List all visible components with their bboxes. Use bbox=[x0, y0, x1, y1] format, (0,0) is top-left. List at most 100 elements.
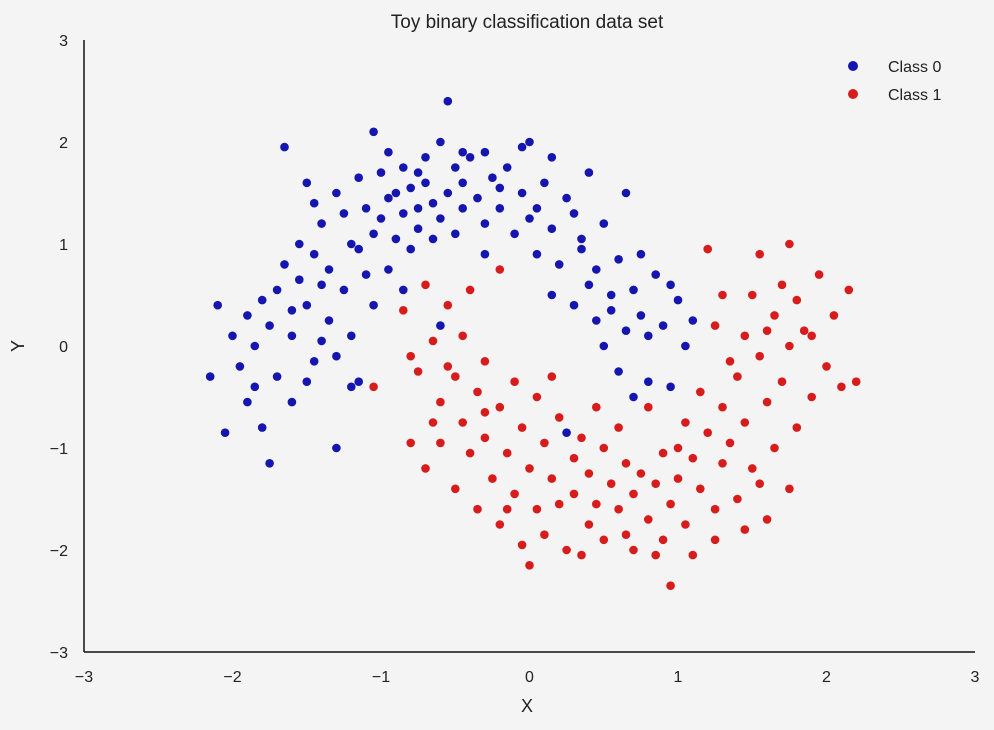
data-point bbox=[525, 464, 534, 473]
x-tick-label: 2 bbox=[822, 669, 831, 686]
data-point bbox=[629, 285, 638, 295]
data-point bbox=[696, 484, 705, 494]
data-point bbox=[592, 499, 601, 509]
data-point bbox=[235, 362, 245, 371]
data-point bbox=[718, 402, 727, 412]
data-point bbox=[621, 188, 631, 198]
data-point bbox=[287, 306, 297, 315]
data-point bbox=[829, 311, 839, 320]
data-point bbox=[770, 443, 779, 453]
data-point bbox=[250, 382, 260, 392]
y-tick-label: −2 bbox=[50, 543, 68, 560]
legend: Class 0 Class 1 bbox=[848, 59, 941, 104]
data-point bbox=[837, 382, 846, 392]
data-point bbox=[577, 244, 586, 254]
data-point bbox=[287, 397, 297, 407]
data-point bbox=[250, 341, 260, 351]
data-point bbox=[733, 372, 742, 381]
data-point bbox=[480, 408, 490, 417]
data-point bbox=[725, 438, 735, 448]
data-point bbox=[436, 214, 445, 223]
data-point bbox=[644, 402, 653, 412]
data-point bbox=[317, 219, 326, 228]
legend-label-class-1: Class 1 bbox=[888, 87, 941, 104]
data-point bbox=[324, 265, 334, 274]
data-point bbox=[265, 459, 274, 468]
data-point bbox=[517, 188, 527, 198]
data-point bbox=[458, 418, 468, 427]
data-point bbox=[406, 438, 416, 448]
data-point bbox=[369, 300, 378, 310]
data-point bbox=[354, 244, 364, 254]
data-point bbox=[532, 504, 542, 514]
data-point bbox=[384, 265, 393, 274]
data-point bbox=[532, 204, 542, 213]
data-point bbox=[302, 300, 312, 310]
data-point bbox=[421, 280, 430, 290]
data-point bbox=[458, 331, 468, 341]
data-point bbox=[614, 423, 623, 432]
data-point bbox=[807, 392, 816, 402]
data-point bbox=[525, 214, 534, 223]
data-point bbox=[369, 229, 378, 239]
data-point bbox=[391, 234, 401, 244]
data-point bbox=[703, 428, 712, 438]
data-point bbox=[547, 372, 557, 381]
data-point bbox=[592, 265, 601, 274]
data-point bbox=[406, 351, 416, 361]
data-point bbox=[584, 280, 594, 290]
y-tick-label: 1 bbox=[59, 237, 68, 254]
data-point bbox=[421, 464, 430, 473]
chart-title: Toy binary classification data set bbox=[391, 12, 664, 33]
data-point bbox=[621, 459, 631, 468]
data-point bbox=[748, 290, 757, 300]
x-tick-label: −1 bbox=[372, 669, 390, 686]
legend-marker-class-1 bbox=[848, 89, 858, 99]
data-point bbox=[413, 367, 423, 376]
data-point bbox=[733, 494, 742, 504]
data-point bbox=[369, 127, 378, 137]
data-point bbox=[287, 331, 297, 341]
data-point bbox=[569, 453, 579, 463]
data-point bbox=[599, 443, 609, 453]
data-point bbox=[302, 178, 312, 188]
data-point bbox=[510, 229, 519, 239]
data-point bbox=[458, 204, 468, 213]
data-point bbox=[681, 418, 690, 427]
y-tick-label: −1 bbox=[50, 441, 68, 458]
data-point bbox=[406, 244, 416, 254]
data-point bbox=[510, 377, 519, 387]
data-point bbox=[443, 362, 453, 371]
data-point bbox=[577, 234, 586, 244]
data-point bbox=[644, 331, 653, 341]
data-point bbox=[599, 341, 609, 351]
data-point bbox=[384, 147, 393, 157]
data-point bbox=[354, 173, 364, 182]
data-point bbox=[540, 530, 549, 539]
data-point bbox=[532, 249, 542, 259]
data-point bbox=[361, 270, 371, 279]
data-point bbox=[458, 178, 468, 188]
data-point bbox=[547, 153, 557, 162]
data-point bbox=[681, 520, 690, 529]
data-point bbox=[391, 188, 401, 198]
data-point bbox=[688, 316, 698, 325]
data-point bbox=[748, 464, 757, 473]
y-tick-label: −3 bbox=[50, 645, 68, 662]
x-tick-label: −3 bbox=[75, 669, 93, 686]
data-point bbox=[547, 474, 557, 483]
data-point bbox=[725, 357, 735, 366]
data-point bbox=[658, 321, 668, 330]
data-point bbox=[502, 448, 512, 458]
data-point bbox=[399, 163, 408, 172]
data-point bbox=[495, 204, 505, 213]
data-point bbox=[636, 311, 646, 320]
data-point bbox=[272, 372, 282, 381]
data-point bbox=[354, 377, 364, 387]
x-tick-label: −2 bbox=[223, 669, 241, 686]
data-point bbox=[851, 377, 861, 387]
data-point bbox=[451, 372, 460, 381]
data-point bbox=[666, 499, 675, 509]
data-point bbox=[473, 387, 482, 397]
data-point bbox=[451, 484, 460, 494]
